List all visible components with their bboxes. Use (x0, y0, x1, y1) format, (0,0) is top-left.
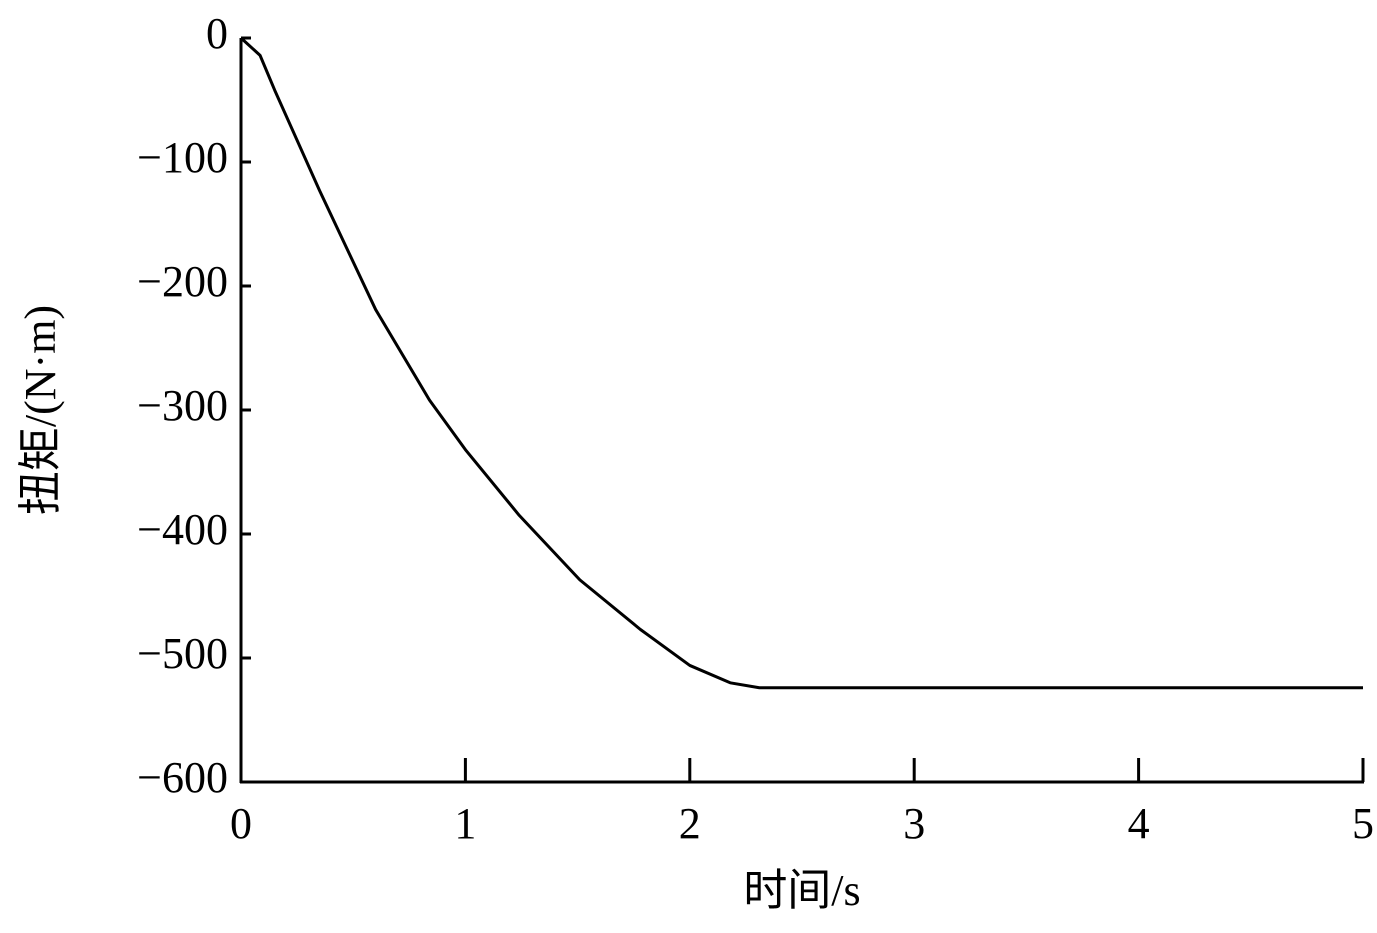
x-tick-label: 2 (679, 799, 701, 848)
y-tick-label: −400 (137, 505, 228, 554)
y-tick-label: −300 (137, 381, 228, 430)
line-series (239, 36, 1363, 690)
x-tick-label: 0 (230, 799, 252, 848)
x-tick-label: 1 (454, 799, 476, 848)
y-tick-label: −500 (137, 629, 228, 678)
y-axis-label: 扭矩/(N·m) (16, 305, 65, 515)
y-tick-label: −200 (137, 257, 228, 306)
x-axis-label: 时间/s (743, 866, 860, 915)
x-tick-label: 3 (903, 799, 925, 848)
x-tick-label: 5 (1352, 799, 1374, 848)
y-tick-label: 0 (206, 9, 228, 58)
x-tick-label: 4 (1128, 799, 1150, 848)
y-tick-label: −100 (137, 133, 228, 182)
y-tick-label: −600 (137, 753, 228, 802)
